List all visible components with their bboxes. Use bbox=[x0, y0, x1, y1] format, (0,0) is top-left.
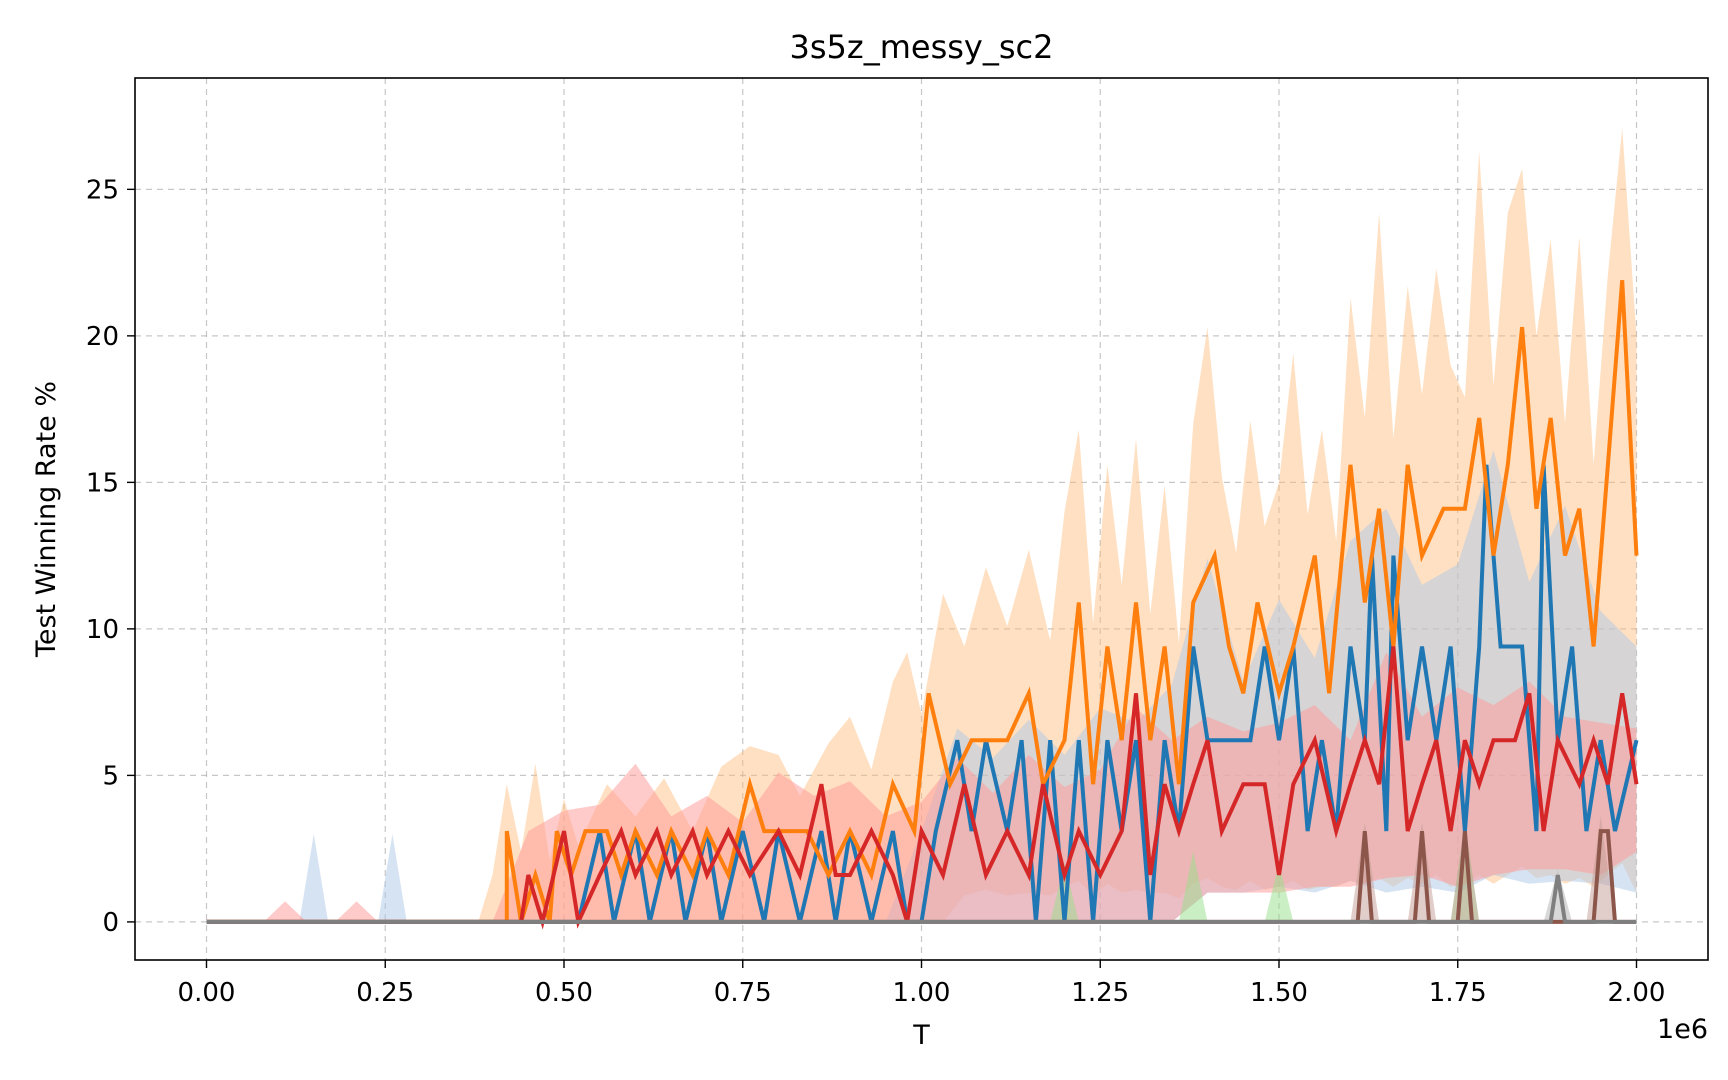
series-lines bbox=[206, 280, 1639, 930]
y-tick-label: 15 bbox=[86, 468, 119, 498]
x-axis-offset-text: 1e6 bbox=[1657, 1014, 1708, 1045]
confidence-band bbox=[1050, 822, 1637, 922]
y-axis-label: Test Winning Rate % bbox=[31, 381, 62, 658]
x-tick-label: 1.75 bbox=[1429, 978, 1487, 1008]
series-line bbox=[206, 646, 1639, 930]
x-axis-label: T bbox=[912, 1020, 930, 1051]
x-tick-label: 0.00 bbox=[178, 978, 236, 1008]
chart-title: 3s5z_messy_sc2 bbox=[790, 28, 1054, 66]
x-tick-label: 0.25 bbox=[356, 978, 414, 1008]
x-tick-label: 0.75 bbox=[714, 978, 772, 1008]
series-line bbox=[206, 874, 1637, 924]
y-tick-label: 20 bbox=[86, 322, 119, 352]
x-tick-label: 1.50 bbox=[1250, 978, 1308, 1008]
y-tick-label: 0 bbox=[102, 908, 119, 938]
x-tick-label: 2.00 bbox=[1608, 978, 1666, 1008]
series-line bbox=[206, 464, 1639, 924]
x-tick-label: 0.50 bbox=[535, 978, 593, 1008]
y-tick-label: 5 bbox=[102, 761, 119, 791]
y-tick-label: 25 bbox=[86, 175, 119, 205]
x-tick-label: 1.25 bbox=[1071, 978, 1129, 1008]
x-tick-label: 1.00 bbox=[893, 978, 951, 1008]
y-tick-label: 10 bbox=[86, 615, 119, 645]
axis-ticks: 0.00 0.25 0.50 0.75 1.00 1.25 1.50 1.75 2.00 0 5 10… bbox=[86, 175, 1666, 1008]
